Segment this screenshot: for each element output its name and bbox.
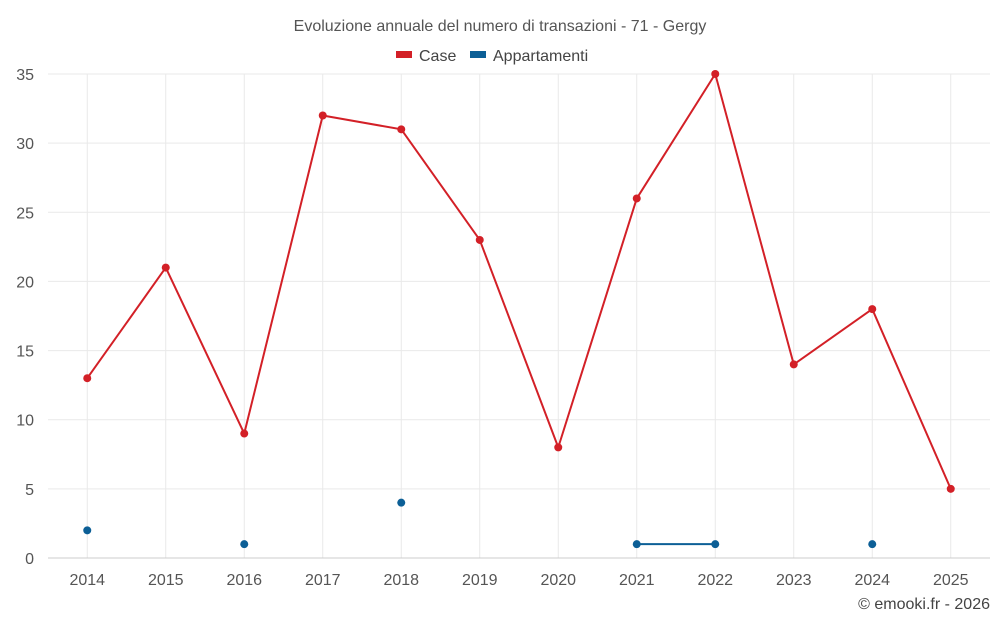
x-axis-ticks: 2014 2015 2016 2017 2018 2019 2020 2021 2022 2023… (69, 572, 968, 589)
series-appartamenti (83, 498, 877, 549)
x-tick-label: 2018 (383, 572, 419, 589)
data-point[interactable] (240, 429, 249, 438)
legend: Case Appartamenti (396, 48, 588, 65)
data-point[interactable] (397, 125, 406, 134)
x-tick-label: 2016 (226, 572, 262, 589)
x-tick-label: 2025 (933, 572, 969, 589)
y-tick-label: 30 (16, 136, 34, 153)
y-tick-label: 35 (16, 67, 34, 84)
data-point[interactable] (868, 540, 877, 549)
series (83, 70, 955, 549)
legend-swatch-appartamenti (470, 51, 486, 58)
data-point[interactable] (240, 540, 249, 549)
series-case (83, 70, 955, 493)
credit: © emooki.fr - 2026 (858, 596, 990, 613)
chart-title: Evoluzione annuale del numero di transaz… (294, 18, 707, 35)
data-point[interactable] (632, 194, 641, 203)
x-tick-label: 2019 (462, 572, 498, 589)
data-point[interactable] (318, 111, 327, 120)
data-point[interactable] (475, 235, 484, 244)
x-tick-label: 2015 (148, 572, 184, 589)
y-tick-label: 20 (16, 274, 34, 291)
data-point[interactable] (83, 374, 92, 383)
data-point[interactable] (161, 263, 170, 272)
data-point[interactable] (711, 70, 720, 78)
y-tick-label: 0 (25, 551, 34, 568)
data-point[interactable] (789, 360, 798, 369)
legend-label-case: Case (419, 48, 456, 65)
legend-label-appartamenti: Appartamenti (493, 48, 588, 65)
data-point[interactable] (946, 484, 955, 493)
x-tick-label: 2022 (697, 572, 733, 589)
y-tick-label: 5 (25, 482, 34, 499)
gridlines (48, 73, 990, 558)
y-axis-ticks: 0 5 10 15 20 25 30 35 (16, 67, 34, 568)
data-point[interactable] (632, 540, 641, 549)
legend-item-case[interactable]: Case (396, 48, 456, 65)
x-tick-label: 2024 (854, 572, 890, 589)
data-point[interactable] (397, 498, 406, 507)
data-point[interactable] (554, 443, 563, 452)
x-tick-label: 2023 (776, 572, 812, 589)
data-point[interactable] (711, 540, 720, 549)
y-tick-label: 25 (16, 205, 34, 222)
data-point[interactable] (83, 526, 92, 535)
data-point[interactable] (868, 305, 877, 314)
y-tick-label: 10 (16, 413, 34, 430)
x-tick-label: 2014 (69, 572, 105, 589)
legend-swatch-case (396, 51, 412, 58)
y-tick-label: 15 (16, 344, 34, 361)
x-tick-label: 2017 (305, 572, 341, 589)
legend-item-appartamenti[interactable]: Appartamenti (470, 48, 588, 65)
series-line (86, 73, 952, 490)
x-tick-label: 2020 (540, 572, 576, 589)
x-tick-label: 2021 (619, 572, 655, 589)
